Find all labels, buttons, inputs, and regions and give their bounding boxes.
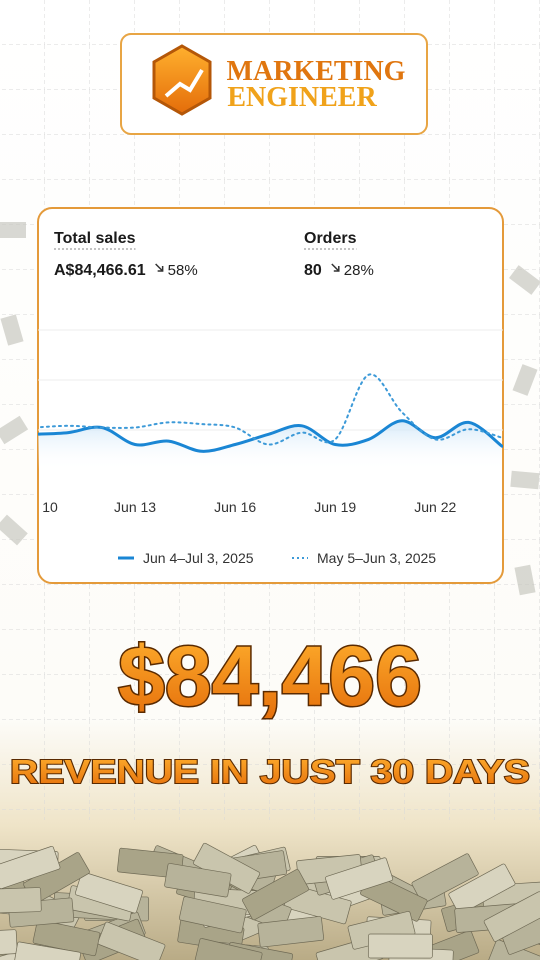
bill: [242, 869, 309, 921]
bill: [0, 846, 61, 890]
headline-amount: $84,466: [118, 629, 422, 723]
metric-value: A$84,466.61: [54, 262, 146, 279]
logo-line1: MARKETING: [227, 56, 406, 87]
bill: [411, 853, 479, 904]
metric-label: Orders: [304, 230, 357, 247]
trend-arrow: [155, 263, 164, 272]
headline-tagline: REVENUE IN JUST 30 DAYS: [10, 753, 530, 790]
x-tick-label: Jun 16: [214, 499, 256, 515]
bill: [257, 916, 325, 948]
bill: [0, 314, 24, 346]
area: [38, 420, 502, 470]
legend-label: May 5–Jun 3, 2025: [317, 550, 436, 566]
bill: [0, 929, 18, 958]
x-tick-label: Jun 13: [114, 499, 156, 515]
bill: [75, 871, 143, 914]
metric-value: 80: [304, 262, 322, 279]
trend-arrow: [331, 263, 340, 272]
metric-change: 58%: [168, 262, 198, 279]
plot: Total sales A$84,466.61 58% Orders 80 28% 10 Ju…: [38, 230, 503, 566]
bill: [512, 364, 538, 396]
money-pile: [0, 222, 540, 960]
bill: [0, 222, 26, 238]
metric-change: 28%: [344, 262, 374, 279]
bill: [164, 863, 232, 898]
bill: [0, 415, 29, 445]
logo-arrow: [164, 68, 204, 98]
bill: [448, 863, 516, 915]
bill: [194, 938, 263, 960]
bill: [0, 887, 42, 914]
bill: [367, 933, 433, 959]
logo-icon: [152, 44, 212, 116]
legend-label: Jun 4–Jul 3, 2025: [143, 550, 254, 566]
logo-line2: ENGINEER: [227, 82, 377, 113]
bill: [178, 896, 247, 934]
bill: [97, 921, 166, 960]
bill: [325, 857, 394, 900]
x-tick-label: 10: [42, 499, 58, 515]
chart-card: [37, 207, 504, 584]
bill: [514, 564, 536, 596]
x-tick-label: Jun 22: [414, 499, 456, 515]
bill: [510, 470, 540, 490]
bill: [13, 941, 81, 960]
bill: [488, 939, 540, 960]
bill: [0, 514, 28, 546]
series-line: [38, 373, 503, 446]
bill: [509, 265, 540, 295]
metric-label: Total sales: [54, 230, 136, 247]
x-tick-label: Jun 19: [314, 499, 356, 515]
bill: [483, 891, 540, 942]
